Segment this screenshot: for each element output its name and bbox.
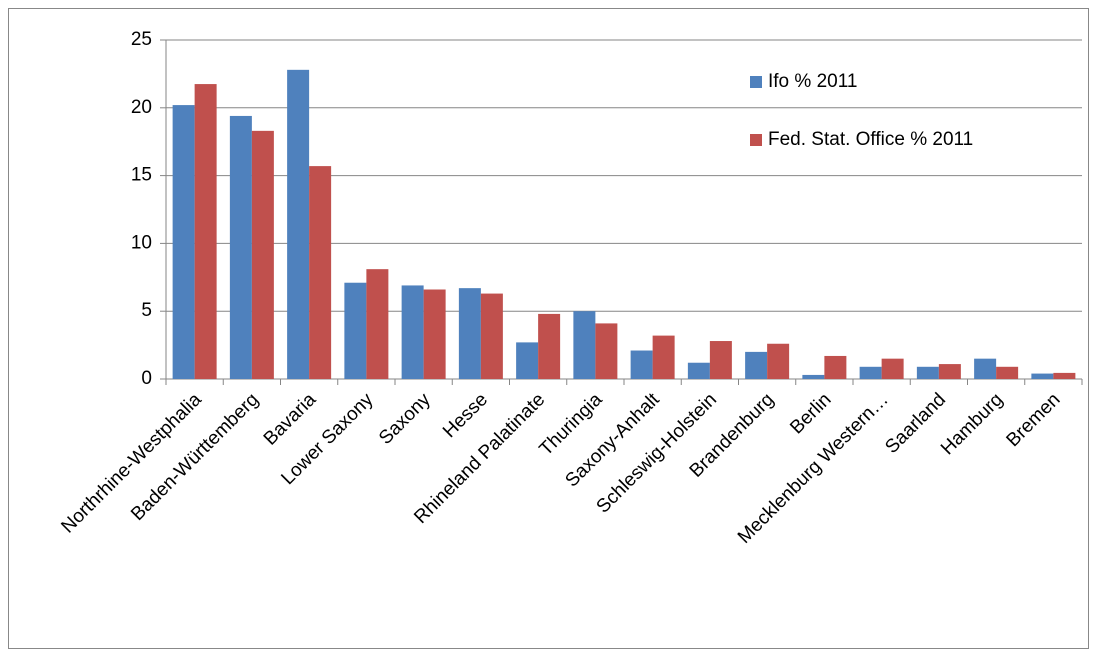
bar [595, 323, 618, 379]
legend-swatch [750, 134, 762, 146]
y-tick-label: 15 [131, 165, 152, 186]
legend-label: Fed. Stat. Office % 2011 [768, 129, 973, 150]
bar [1031, 373, 1054, 379]
bar [480, 293, 503, 379]
bar [344, 282, 367, 379]
legend-label: Ifo % 2011 [768, 71, 857, 92]
bar [974, 358, 997, 379]
bar [938, 364, 961, 379]
bar [516, 342, 539, 379]
bar [745, 351, 768, 379]
bar [573, 311, 596, 379]
bar [538, 313, 561, 379]
bar [229, 115, 252, 379]
bar [916, 366, 939, 379]
bar [709, 341, 732, 379]
bar [287, 69, 310, 379]
y-tick-label: 20 [131, 97, 152, 118]
bar [309, 166, 332, 379]
legend-swatch [750, 76, 762, 88]
bar [881, 358, 904, 379]
bar [767, 343, 790, 379]
bar [824, 355, 847, 379]
bar [251, 130, 274, 379]
bar [366, 269, 389, 379]
bar [996, 366, 1019, 379]
y-tick-label: 25 [131, 29, 152, 50]
bar [1053, 372, 1076, 379]
bar [802, 374, 825, 379]
bar [458, 288, 481, 379]
y-tick-label: 5 [141, 300, 152, 321]
y-tick-label: 0 [141, 368, 152, 389]
bar [401, 285, 424, 379]
bar [687, 362, 710, 379]
bar [630, 350, 653, 379]
y-tick-label: 10 [131, 232, 152, 253]
bar [652, 335, 675, 379]
bar [172, 105, 195, 379]
bar [423, 289, 446, 379]
bar [859, 366, 882, 379]
bar [194, 84, 217, 379]
